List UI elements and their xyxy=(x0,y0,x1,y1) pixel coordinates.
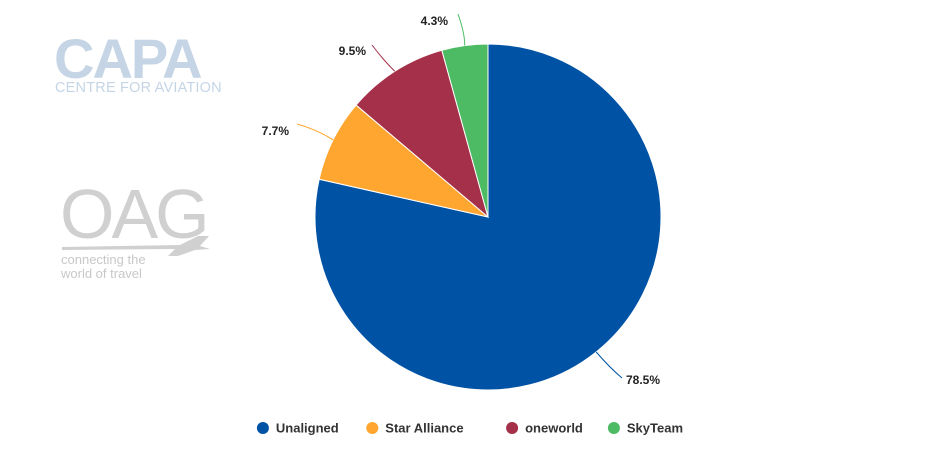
legend-label-unaligned: Unaligned xyxy=(276,421,339,436)
slice-oneworld[interactable] xyxy=(355,49,489,219)
legend: Unaligned Star Alliance oneworld SkyTeam xyxy=(256,421,683,436)
connector-oneworld xyxy=(371,44,396,72)
oag-logo-text: OAG xyxy=(60,175,207,253)
legend-marker-oneworld xyxy=(506,422,519,434)
legend-item-star-alliance[interactable]: Star Alliance xyxy=(366,421,464,436)
oag-tagline-line1: connecting the xyxy=(61,252,146,267)
capa-logo-text: CAPA xyxy=(54,27,201,90)
airplane-icon xyxy=(62,236,210,256)
legend-marker-star-alliance xyxy=(366,422,379,434)
data-label-unaligned: 78.5% xyxy=(626,373,660,387)
capa-subtitle: CENTRE FOR AVIATION xyxy=(55,80,222,96)
legend-item-oneworld[interactable]: oneworld xyxy=(506,421,583,436)
connector-star-alliance xyxy=(296,123,334,141)
pie-slices xyxy=(314,43,662,391)
data-label-skyteam: 4.3% xyxy=(421,14,449,28)
legend-marker-unaligned xyxy=(256,422,269,434)
connector-unaligned xyxy=(595,351,623,379)
legend-label-star-alliance: Star Alliance xyxy=(385,421,463,436)
legend-item-skyteam[interactable]: SkyTeam xyxy=(607,421,683,436)
connector-skyteam xyxy=(457,13,466,46)
oag-tagline-line2: world of travel xyxy=(60,266,142,281)
data-label-oneworld: 9.5% xyxy=(339,44,367,58)
legend-label-oneworld: oneworld xyxy=(525,421,583,436)
oag-watermark: OAG connecting the world of travel xyxy=(60,175,210,281)
slice-skyteam[interactable] xyxy=(441,43,489,218)
legend-label-skyteam: SkyTeam xyxy=(627,421,683,436)
data-labels: 78.5% 7.7% 9.5% 4.3% xyxy=(262,13,660,387)
data-label-star-alliance: 7.7% xyxy=(262,124,290,138)
capa-watermark: CAPA CENTRE FOR AVIATION xyxy=(54,27,222,96)
legend-item-unaligned[interactable]: Unaligned xyxy=(256,421,339,436)
legend-marker-skyteam xyxy=(607,422,620,434)
